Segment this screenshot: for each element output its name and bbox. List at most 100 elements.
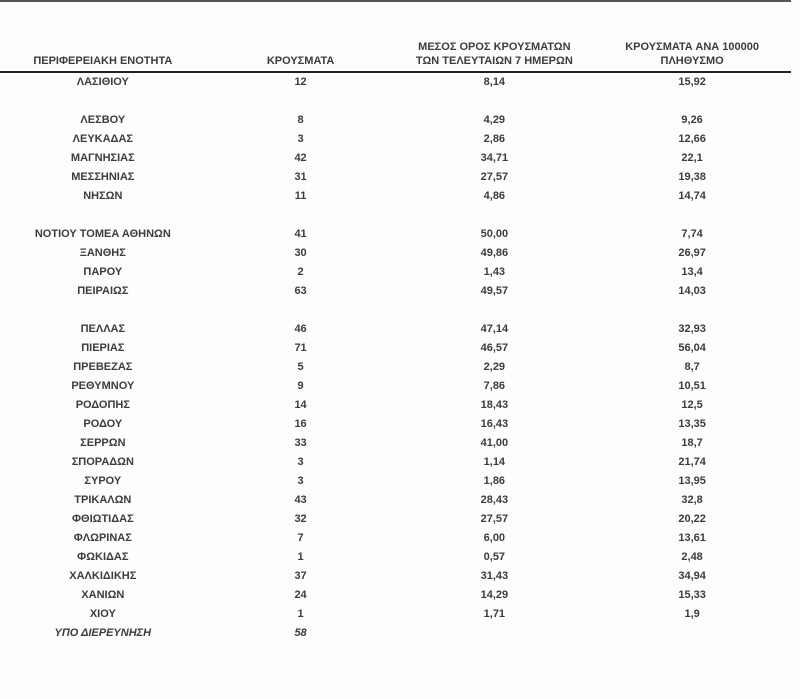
table-row: ΠΕΛΛΑΣ 46 47,14 32,93	[0, 320, 791, 339]
region-cell: ΠΡΕΒΕΖΑΣ	[73, 361, 133, 373]
region-cell: ΞΑΝΘΗΣ	[79, 247, 126, 259]
region-cell: ΦΩΚΙΔΑΣ	[77, 551, 129, 563]
header-line: ΜΕΣΟΣ ΟΡΟΣ ΚΡΟΥΣΜΑΤΩΝ	[418, 41, 571, 53]
table-row: ΦΛΩΡΙΝΑΣ 7 6,00 13,61	[0, 529, 791, 548]
per100k-cell: 26,97	[678, 247, 706, 259]
table-row: ΠΡΕΒΕΖΑΣ 5 2,29 8,7	[0, 358, 791, 377]
cases-cell: 46	[294, 323, 307, 335]
table-row	[0, 301, 791, 320]
avg7-cell: 28,43	[480, 494, 509, 506]
cases-cell: 7	[297, 532, 304, 544]
cases-cell: 33	[294, 437, 307, 449]
table-row: ΡΕΘΥΜΝΟΥ 9 7,86 10,51	[0, 377, 791, 396]
table-row: ΠΕΙΡΑΙΩΣ 63 49,57 14,03	[0, 282, 791, 301]
avg7-cell: 2,86	[483, 133, 506, 145]
avg7-cell: 31,43	[480, 570, 509, 582]
per100k-cell: 2,48	[681, 551, 703, 563]
region-cell: ΠΙΕΡΙΑΣ	[81, 342, 125, 354]
region-cell: ΜΑΓΝΗΣΙΑΣ	[70, 152, 135, 164]
cases-cell: 5	[297, 361, 304, 373]
table-row: ΣΥΡΟΥ 3 1,86 13,95	[0, 472, 791, 491]
per100k-cell: 9,26	[681, 114, 703, 126]
table-row: ΤΡΙΚΑΛΩΝ 43 28,43 32,8	[0, 491, 791, 510]
cases-cell: 3	[297, 456, 304, 468]
avg7-cell: 27,57	[480, 171, 509, 183]
region-cell: ΤΡΙΚΑΛΩΝ	[74, 494, 132, 506]
table-row: ΦΩΚΙΔΑΣ 1 0,57 2,48	[0, 548, 791, 567]
region-cell: ΛΕΣΒΟΥ	[80, 114, 126, 126]
avg7-cell: 4,86	[483, 190, 506, 202]
avg7-cell: 6,00	[483, 532, 506, 544]
cases-cell: 30	[294, 247, 307, 259]
region-cell: ΠΕΙΡΑΙΩΣ	[77, 285, 129, 297]
per100k-cell: 32,93	[678, 323, 706, 335]
cases-cell: 14	[294, 399, 307, 411]
per100k-cell: 56,04	[678, 342, 706, 354]
table-header-row: ΠΕΡΙΦΕΡΕΙΑΚΗ ΕΝΟΤΗΤΑ ΚΡΟΥΣΜΑΤΑ ΜΕΣΟΣ ΟΡΟ…	[0, 40, 791, 73]
table-row: ΣΕΡΡΩΝ 33 41,00 18,7	[0, 434, 791, 453]
table-row: ΠΙΕΡΙΑΣ 71 46,57 56,04	[0, 339, 791, 358]
table-row: ΦΘΙΩΤΙΔΑΣ 32 27,57 20,22	[0, 510, 791, 529]
avg7-cell: 46,57	[480, 342, 509, 354]
per100k-cell: 12,66	[678, 133, 706, 145]
header-line: ΚΡΟΥΣΜΑΤΑ	[266, 55, 335, 67]
cases-cell: 16	[294, 418, 307, 430]
header-line: ΚΡΟΥΣΜΑΤΑ ΑΝΑ 100000	[625, 41, 759, 53]
region-cell: ΣΕΡΡΩΝ	[80, 437, 126, 449]
avg7-cell: 18,43	[480, 399, 509, 411]
per100k-cell: 14,74	[678, 190, 706, 202]
per100k-cell: 15,33	[678, 589, 706, 601]
region-cell: ΧΑΝΙΩΝ	[81, 589, 125, 601]
table-row	[0, 92, 791, 111]
region-cell: ΡΕΘΥΜΝΟΥ	[71, 380, 135, 392]
table-row	[0, 206, 791, 225]
region-cell: ΧΑΛΚΙΔΙΚΗΣ	[69, 570, 137, 582]
avg7-cell: 14,29	[480, 589, 509, 601]
avg7-cell: 8,14	[483, 76, 506, 88]
per100k-cell: 20,22	[678, 513, 706, 525]
avg7-cell: 1,43	[483, 266, 506, 278]
avg7-cell: 4,29	[483, 114, 506, 126]
per100k-cell: 18,7	[681, 437, 703, 449]
table-row: ΜΕΣΣΗΝΙΑΣ 31 27,57 19,38	[0, 168, 791, 187]
per100k-cell: 7,74	[681, 228, 703, 240]
column-header-region: ΠΕΡΙΦΕΡΕΙΑΚΗ ΕΝΟΤΗΤΑ	[0, 54, 206, 68]
region-cell: ΧΙΟΥ	[89, 608, 116, 620]
per100k-cell: 1,9	[684, 608, 700, 620]
header-line: ΠΕΡΙΦΕΡΕΙΑΚΗ ΕΝΟΤΗΤΑ	[33, 55, 173, 67]
table-row: ΠΑΡΟΥ 2 1,43 13,4	[0, 263, 791, 282]
table-row: ΣΠΟΡΑΔΩΝ 3 1,14 21,74	[0, 453, 791, 472]
avg7-cell: 49,57	[480, 285, 509, 297]
table-body: ΛΑΣΙΘΙΟΥ 12 8,14 15,92 ΛΕΣΒΟΥ 8 4,29 9,2…	[0, 73, 791, 643]
header-line: ΤΩΝ ΤΕΛΕΥΤΑΙΩΝ 7 ΗΜΕΡΩΝ	[415, 55, 573, 67]
cases-cell: 9	[297, 380, 304, 392]
avg7-cell: 50,00	[480, 228, 509, 240]
avg7-cell: 16,43	[480, 418, 509, 430]
region-cell: ΦΛΩΡΙΝΑΣ	[73, 532, 132, 544]
region-cell: ΡΟΔΟΠΗΣ	[75, 399, 130, 411]
region-cell: ΣΠΟΡΑΔΩΝ	[71, 456, 134, 468]
cases-cell: 3	[297, 133, 304, 145]
avg7-cell: 49,86	[480, 247, 509, 259]
top-rule	[0, 0, 791, 2]
table-row: ΧΑΛΚΙΔΙΚΗΣ 37 31,43 34,94	[0, 567, 791, 586]
table-row: ΞΑΝΘΗΣ 30 49,86 26,97	[0, 244, 791, 263]
table-row: ΧΑΝΙΩΝ 24 14,29 15,33	[0, 586, 791, 605]
column-header-7day-average: ΜΕΣΟΣ ΟΡΟΣ ΚΡΟΥΣΜΑΤΩΝ ΤΩΝ ΤΕΛΕΥΤΑΙΩΝ 7 Η…	[395, 40, 593, 68]
per100k-cell: 13,4	[681, 266, 703, 278]
avg7-cell: 0,57	[483, 551, 506, 563]
avg7-cell: 1,14	[483, 456, 506, 468]
cases-cell: 3	[297, 475, 304, 487]
avg7-cell: 27,57	[480, 513, 509, 525]
cases-cell: 12	[294, 76, 307, 88]
table-row: ΡΟΔΟΥ 16 16,43 13,35	[0, 415, 791, 434]
per100k-cell: 13,61	[678, 532, 706, 544]
per100k-cell: 15,92	[678, 76, 706, 88]
cases-cell: 37	[294, 570, 307, 582]
per100k-cell: 14,03	[678, 285, 706, 297]
cases-cell: 63	[294, 285, 307, 297]
cases-cell: 2	[297, 266, 304, 278]
column-header-cases: ΚΡΟΥΣΜΑΤΑ	[206, 54, 396, 68]
cases-cell: 8	[297, 114, 304, 126]
cases-cell: 31	[294, 171, 307, 183]
